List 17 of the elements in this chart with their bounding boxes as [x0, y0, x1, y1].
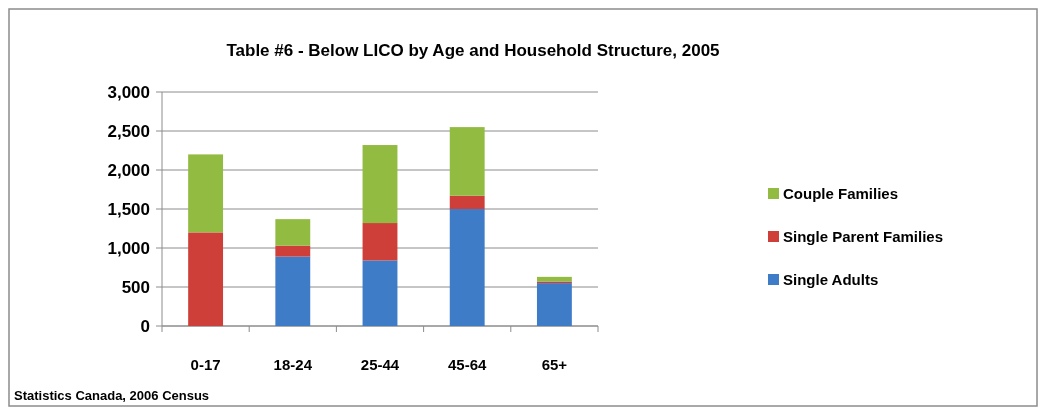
- x-tick-label: 45-64: [448, 356, 488, 373]
- x-tick-label: 0-17: [190, 356, 221, 373]
- legend-label: Single Parent Families: [783, 228, 944, 246]
- x-tick-label: 18-24: [273, 356, 313, 373]
- y-tick-label: 2,500: [107, 121, 150, 141]
- y-tick-label: 500: [121, 277, 150, 297]
- legend-label: Couple Families: [783, 185, 899, 203]
- y-tick-label: 3,000: [107, 82, 150, 102]
- y-tick-label: 1,000: [107, 238, 150, 258]
- text: Statistics Canada, 2006 Census: [14, 388, 210, 403]
- y-tick-label: 1,500: [107, 199, 150, 219]
- y-tick-label: 0: [140, 316, 150, 336]
- x-tick-label: 25-44: [360, 356, 400, 373]
- chart-title: Table #6 - Below LICO by Age and Household Structure, 2005: [226, 41, 720, 60]
- legend-label: Single Adults: [783, 271, 879, 289]
- x-tick-label: 65+: [541, 356, 568, 373]
- y-tick-label: 2,000: [107, 160, 150, 180]
